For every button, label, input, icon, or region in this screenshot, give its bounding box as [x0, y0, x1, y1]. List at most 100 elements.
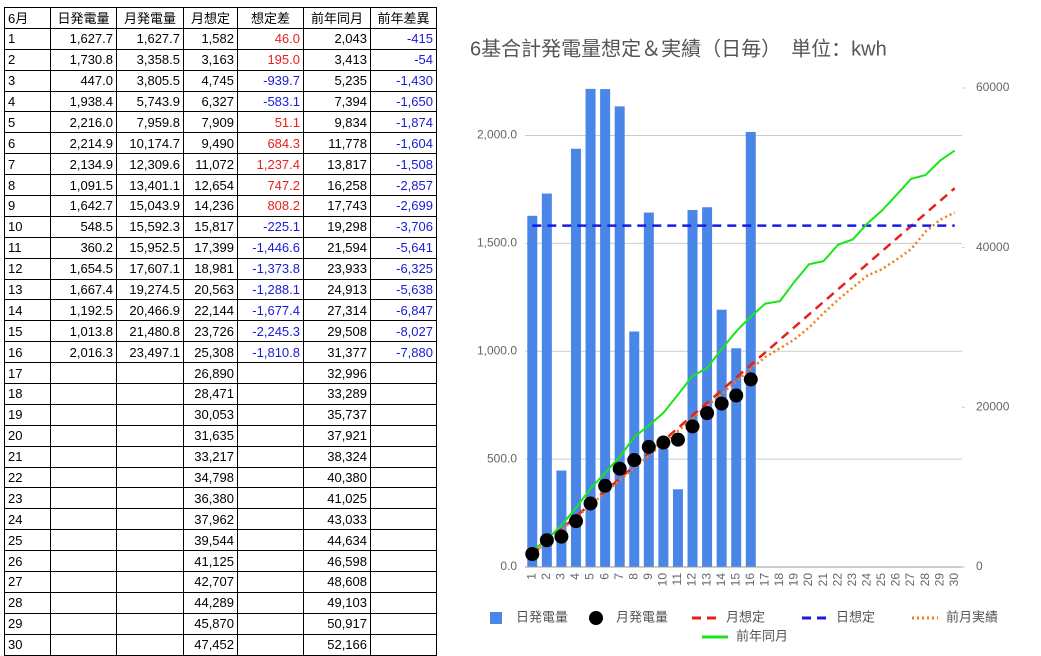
table-row: 5 2,216.0 7,959.8 7,909 51.1 9,834 -1,874 [4, 111, 437, 134]
x-tick-label: 19 [787, 573, 801, 587]
header-cell: 6月 [4, 7, 51, 29]
table-row: 19 30,053 35,737 [4, 403, 437, 426]
table-cell: 684.3 [237, 132, 304, 155]
table-cell: 1,730.8 [50, 48, 117, 71]
table-cell: -1,430 [370, 69, 437, 92]
bar [731, 348, 742, 567]
table-cell: -1,508 [370, 153, 437, 176]
table-row: 16 2,016.3 23,497.1 25,308 -1,810.8 31,377 -7,… [4, 341, 437, 364]
table-row: 23 36,380 41,025 [4, 487, 437, 510]
table-row: 10 548.5 15,592.3 15,817 -225.1 19,298 -3,706 [4, 215, 437, 238]
table-body: 1 1,627.7 1,627.7 1,582 46.0 2,043 -415 2 1,730.… [4, 27, 437, 656]
table-cell: 5,235 [303, 69, 371, 92]
y2-tick-label: 40000 [976, 240, 1010, 254]
table-cell [370, 424, 437, 447]
point [627, 453, 642, 468]
line [531, 211, 956, 556]
table-cell: 12,654 [183, 174, 238, 197]
table-cell: -2,245.3 [237, 320, 304, 343]
table-cell: 20,563 [183, 278, 238, 301]
point [525, 547, 540, 562]
table-cell: 23,933 [303, 257, 371, 280]
x-tick-label: 16 [743, 573, 757, 587]
bar [658, 448, 669, 567]
table-cell: 1,013.8 [50, 320, 117, 343]
bar [585, 88, 596, 567]
table-cell: 3,163 [183, 48, 238, 71]
x-tick-label: 12 [685, 573, 699, 587]
x-tick-label: 5 [583, 573, 597, 580]
x-tick-label: 1 [524, 573, 538, 580]
y2-tick-label: 0 [976, 559, 983, 573]
table-cell: 195.0 [237, 48, 304, 71]
table-cell: 31,635 [183, 424, 238, 447]
x-tick-label: 30 [947, 573, 961, 587]
bar [702, 207, 713, 567]
table-row: 28 44,289 49,103 [4, 591, 437, 614]
bar [672, 489, 683, 567]
table-cell: 22,144 [183, 299, 238, 322]
point [714, 396, 729, 411]
table-cell: 50,917 [303, 612, 371, 635]
y-tick-label: 500.0 [487, 451, 517, 465]
legend-label: 日発電量 [516, 609, 568, 624]
table-cell: -6,325 [370, 257, 437, 280]
table-row: 13 1,667.4 19,274.5 20,563 -1,288.1 24,913 -5,… [4, 278, 437, 301]
table-cell: 22 [4, 466, 51, 489]
bar [716, 309, 727, 567]
table-cell: -1,650 [370, 90, 437, 113]
table-cell [370, 445, 437, 468]
table-cell: 23,497.1 [116, 341, 184, 364]
point [743, 372, 758, 387]
table-row: 18 28,471 33,289 [4, 383, 437, 405]
bar [527, 215, 538, 567]
x-tick-label: 22 [830, 573, 844, 587]
table-cell: 4,745 [183, 69, 238, 92]
table-cell: 2,016.3 [50, 341, 117, 364]
table-cell: 13 [4, 278, 51, 301]
x-tick-label: 7 [612, 573, 626, 580]
header-cell: 前年同月 [303, 7, 371, 29]
x-tick-label: 26 [889, 573, 903, 587]
table-cell: 447.0 [50, 69, 117, 92]
x-tick-label: 13 [699, 573, 713, 587]
x-tick-label: 21 [816, 573, 830, 587]
table-cell: 17,743 [303, 195, 371, 217]
table-cell: 24,913 [303, 278, 371, 301]
table-cell: 21,594 [303, 236, 371, 259]
table-cell: 31,377 [303, 341, 371, 364]
table-cell: -583.1 [237, 90, 304, 113]
table-cell: 49,103 [303, 591, 371, 614]
point [598, 478, 613, 493]
table-cell: 7,959.8 [116, 111, 184, 134]
bar [745, 131, 756, 568]
table-cell: 17,607.1 [116, 257, 184, 280]
table-cell: 32,996 [303, 362, 371, 385]
table-row: 6 2,214.9 10,174.7 9,490 684.3 11,778 -1,604 [4, 132, 437, 155]
header-cell: 前年差異 [370, 7, 437, 29]
table-cell: 3,413 [303, 48, 371, 71]
table-cell [370, 362, 437, 385]
x-tick-label: 23 [845, 573, 859, 587]
table-row: 3 447.0 3,805.5 4,745 -939.7 5,235 -1,430 [4, 69, 437, 92]
table-row: 21 33,217 38,324 [4, 445, 437, 468]
table-cell: 11,778 [303, 132, 371, 155]
table-cell: -1,288.1 [237, 278, 304, 301]
table-cell: -1,677.4 [237, 299, 304, 322]
legend-swatch [589, 611, 603, 625]
x-tick-label: 11 [670, 573, 684, 586]
table-cell: 1,237.4 [237, 153, 304, 176]
x-tick-label: 25 [874, 573, 888, 587]
table-cell: 9,490 [183, 132, 238, 155]
bar [643, 212, 654, 567]
point [641, 439, 656, 454]
x-tick-label: 14 [714, 573, 728, 587]
bar [541, 193, 552, 567]
point [670, 432, 685, 447]
point [612, 461, 627, 476]
legend-label: 月発電量 [616, 609, 668, 624]
x-tick-label: 18 [772, 573, 786, 587]
line [531, 149, 956, 552]
legend-label: 前年同月 [736, 628, 788, 643]
